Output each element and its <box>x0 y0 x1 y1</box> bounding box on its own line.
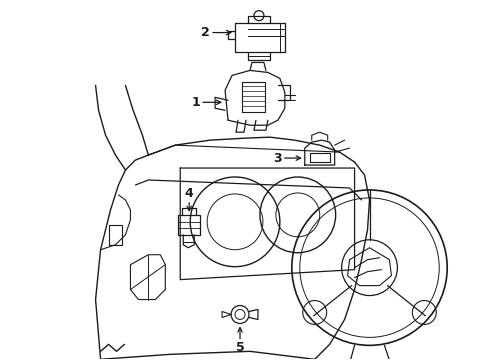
Text: 4: 4 <box>184 187 193 211</box>
Text: 1: 1 <box>191 96 221 109</box>
Text: 3: 3 <box>273 152 300 165</box>
Text: 2: 2 <box>201 26 230 39</box>
Text: 5: 5 <box>235 328 244 354</box>
